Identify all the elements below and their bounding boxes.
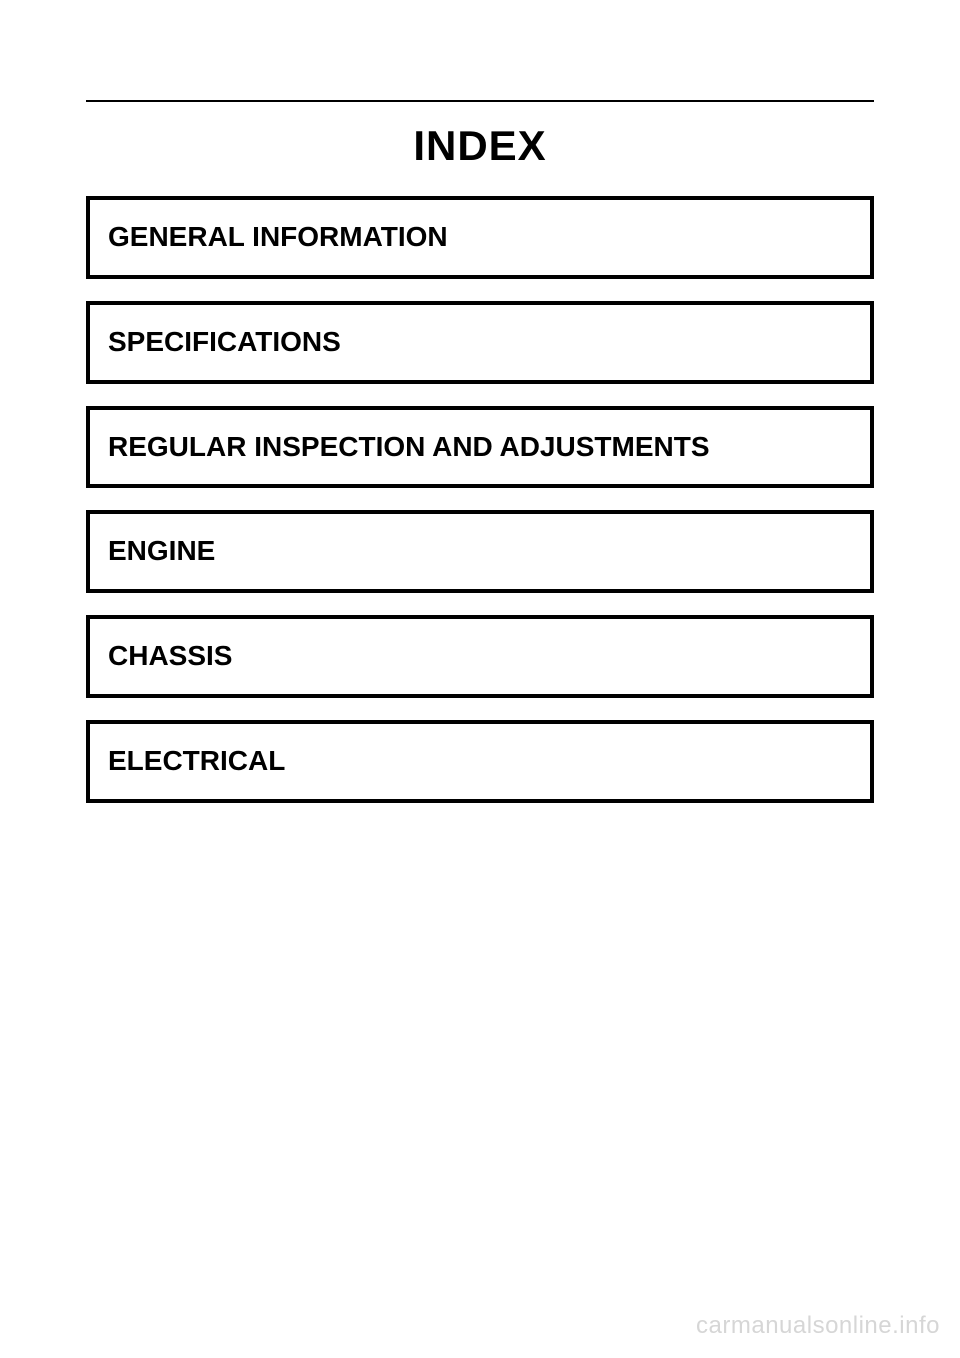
section-regular-inspection[interactable]: REGULAR INSPECTION AND ADJUSTMENTS bbox=[86, 406, 874, 489]
page-title: INDEX bbox=[86, 122, 874, 170]
section-engine[interactable]: ENGINE bbox=[86, 510, 874, 593]
section-list: GENERAL INFORMATION SPECIFICATIONS REGUL… bbox=[86, 196, 874, 803]
top-divider bbox=[86, 100, 874, 102]
section-general-information[interactable]: GENERAL INFORMATION bbox=[86, 196, 874, 279]
section-chassis[interactable]: CHASSIS bbox=[86, 615, 874, 698]
watermark-text: carmanualsonline.info bbox=[696, 1312, 940, 1340]
section-specifications[interactable]: SPECIFICATIONS bbox=[86, 301, 874, 384]
section-electrical[interactable]: ELECTRICAL bbox=[86, 720, 874, 803]
section-label: SPECIFICATIONS bbox=[108, 326, 341, 357]
section-label: REGULAR INSPECTION AND ADJUSTMENTS bbox=[108, 431, 710, 462]
section-label: ELECTRICAL bbox=[108, 745, 285, 776]
manual-index-page: INDEX GENERAL INFORMATION SPECIFICATIONS… bbox=[0, 0, 960, 803]
section-label: CHASSIS bbox=[108, 640, 232, 671]
section-label: GENERAL INFORMATION bbox=[108, 221, 448, 252]
section-label: ENGINE bbox=[108, 535, 215, 566]
